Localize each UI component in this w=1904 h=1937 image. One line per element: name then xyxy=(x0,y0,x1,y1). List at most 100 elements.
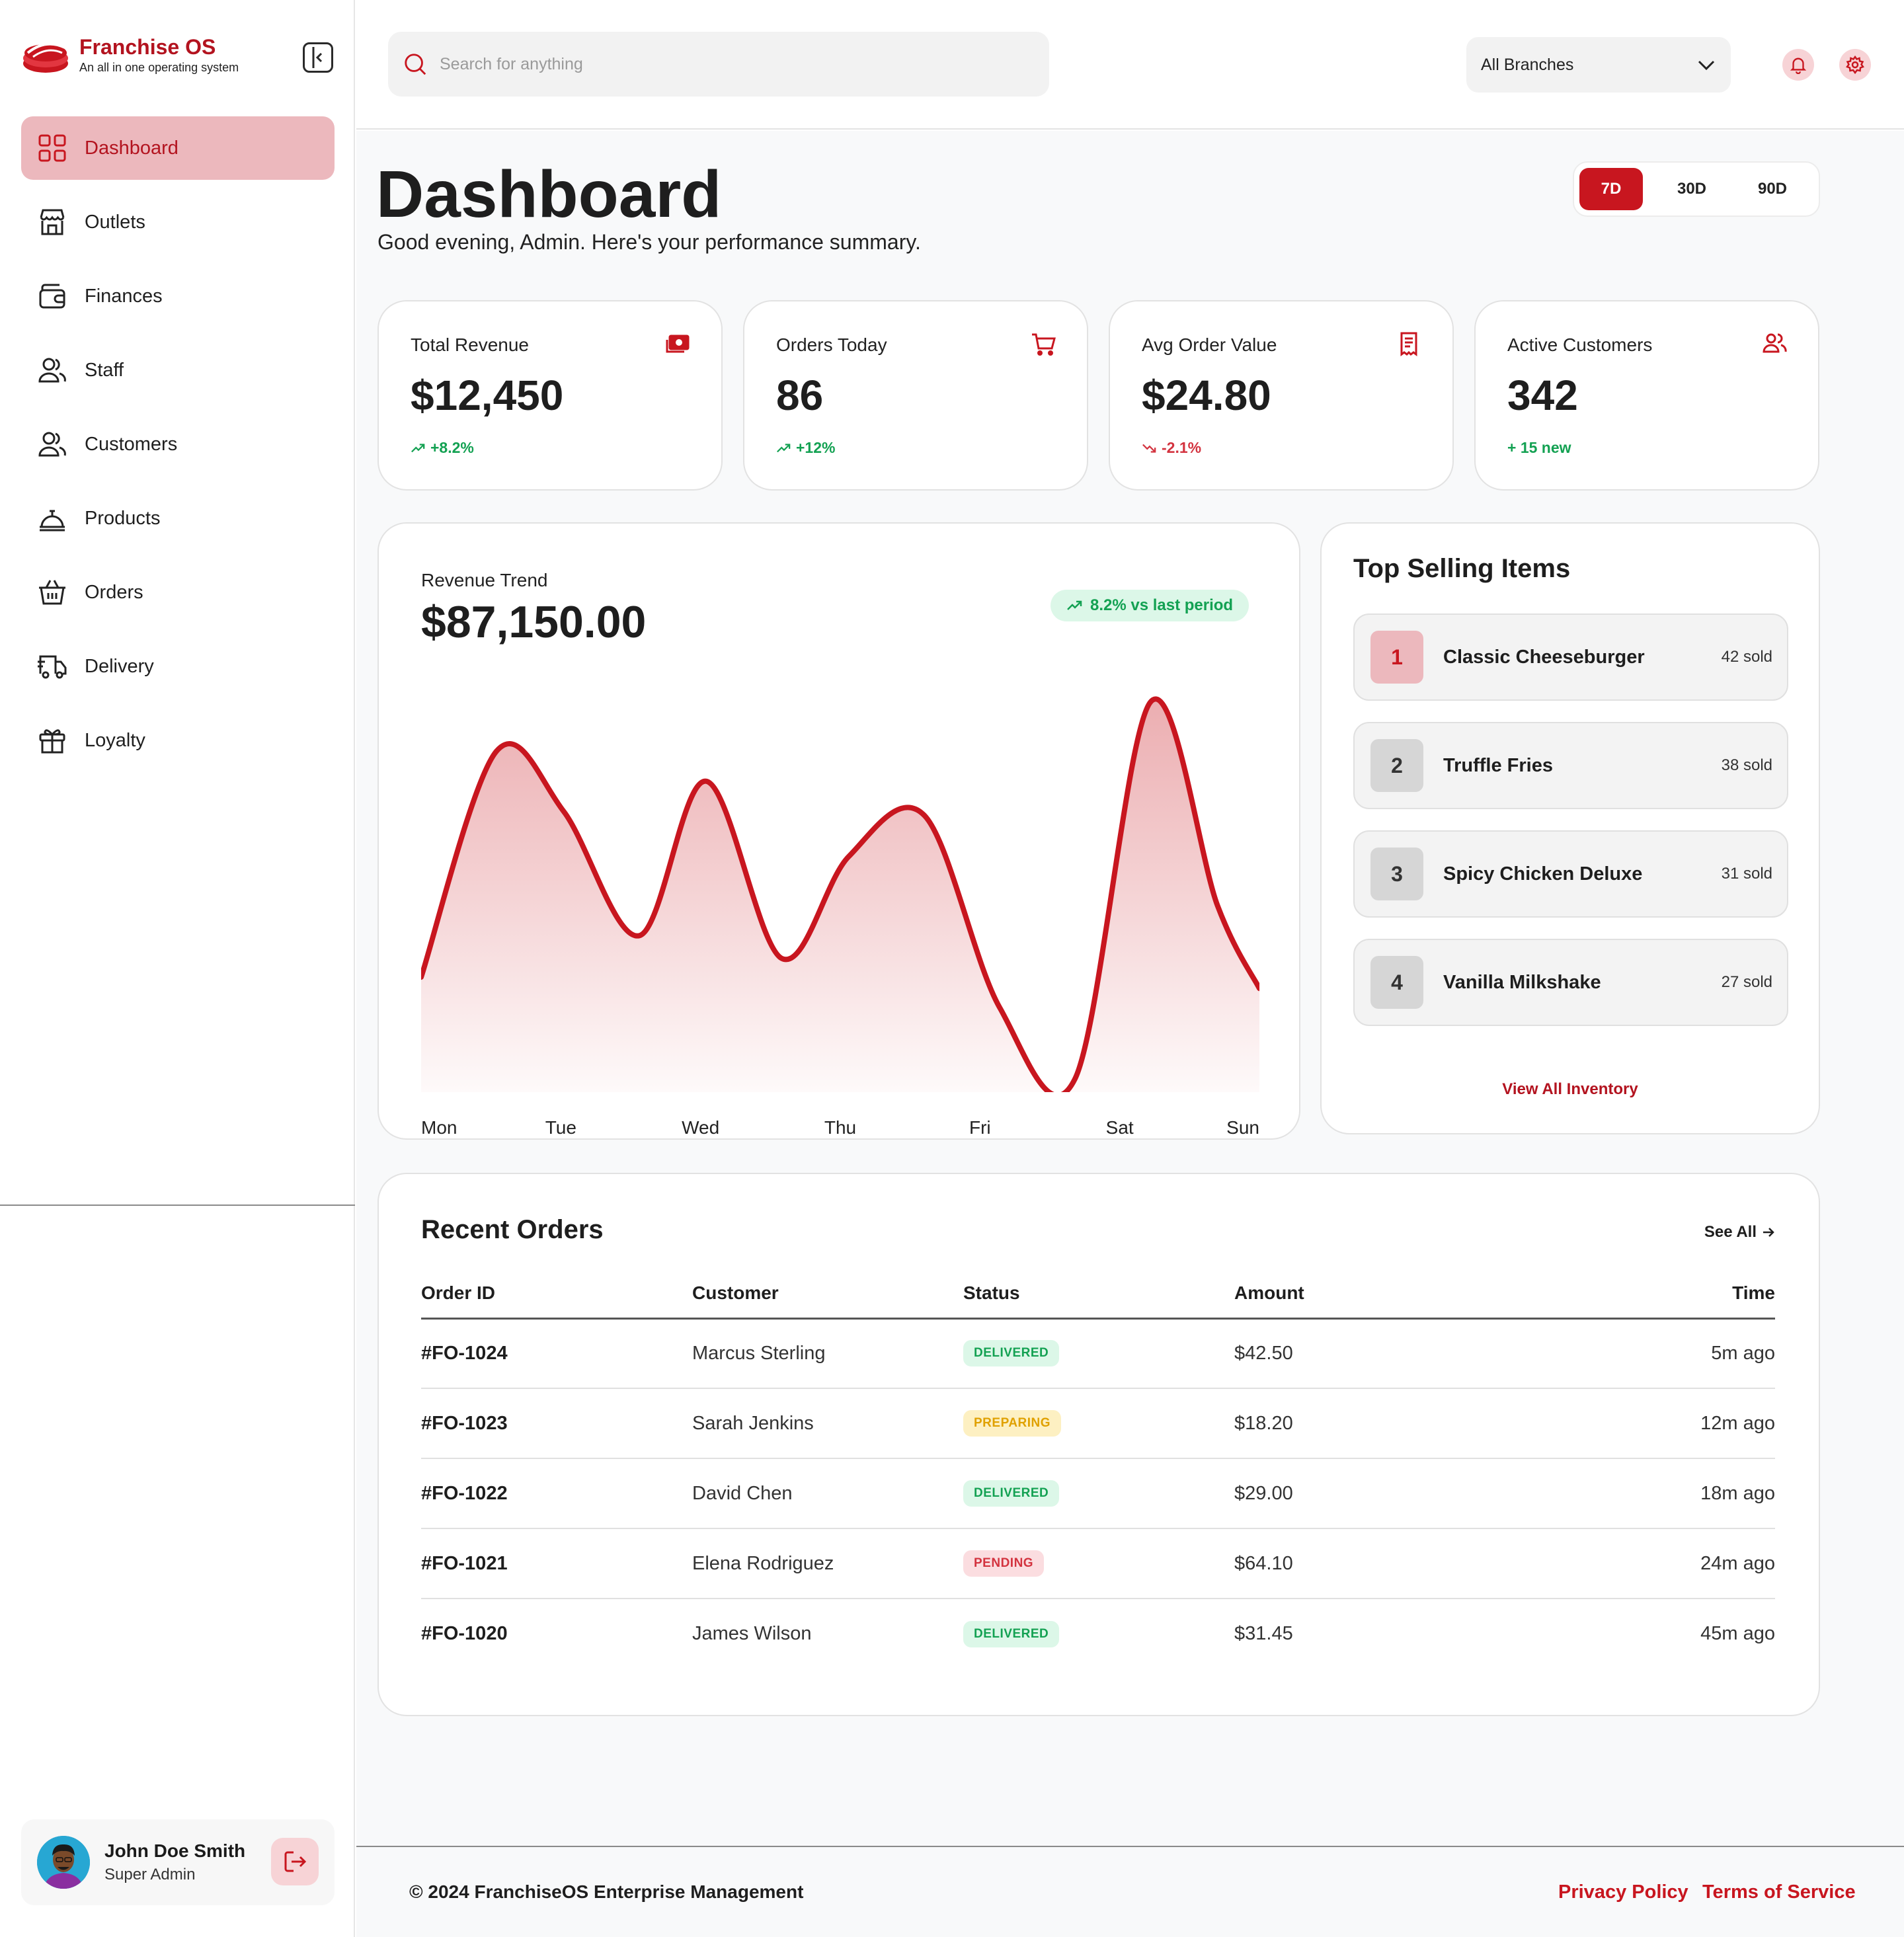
kpi-label: Total Revenue xyxy=(411,335,530,355)
top-item[interactable]: 2 Truffle Fries 38 sold xyxy=(1353,722,1788,809)
table-row[interactable]: #FO-1023 Sarah Jenkins PREPARING $18.20 … xyxy=(421,1388,1775,1459)
item-name: Vanilla Milkshake xyxy=(1443,971,1601,993)
sidebar-item-label: Delivery xyxy=(85,655,154,677)
item-sold: 42 sold xyxy=(1721,648,1772,666)
top-selling-card: Top Selling Items 1 Classic Cheeseburger… xyxy=(1320,522,1820,1134)
rank-badge: 4 xyxy=(1370,956,1423,1009)
table-row[interactable]: #FO-1020 James Wilson DELIVERED $31.45 4… xyxy=(421,1599,1775,1669)
order-amount: $29.00 xyxy=(1234,1458,1505,1529)
notifications-button[interactable] xyxy=(1782,49,1814,81)
chevron-down-icon xyxy=(1698,60,1715,71)
kpi-delta: + 15 new xyxy=(1507,439,1571,457)
order-status-cell: DELIVERED xyxy=(963,1458,1234,1529)
search-bar[interactable] xyxy=(388,32,1049,97)
table-row[interactable]: #FO-1024 Marcus Sterling DELIVERED $42.5… xyxy=(421,1318,1775,1389)
see-all-link[interactable]: See All xyxy=(1704,1223,1776,1242)
kpi-value: 342 xyxy=(1507,372,1578,419)
order-status-cell: PENDING xyxy=(963,1528,1234,1599)
order-id: #FO-1020 xyxy=(421,1623,508,1644)
sidebar-item-dashboard[interactable]: Dashboard xyxy=(21,116,335,180)
receipt-icon xyxy=(1400,332,1417,356)
kpi-delta: +12% xyxy=(776,439,835,457)
table-row[interactable]: #FO-1022 David Chen DELIVERED $29.00 18m… xyxy=(421,1458,1775,1529)
order-customer: Marcus Sterling xyxy=(692,1318,963,1389)
kpi-value: $24.80 xyxy=(1142,372,1271,419)
sidebar-item-label: Customers xyxy=(85,433,178,455)
footer-copyright: © 2024 FranchiseOS Enterprise Management xyxy=(409,1881,804,1902)
order-amount: $31.45 xyxy=(1234,1623,1293,1644)
status-badge: PENDING xyxy=(963,1550,1045,1577)
revenue-label: Revenue Trend xyxy=(421,570,548,590)
gift-icon xyxy=(36,724,69,757)
main-content: Dashboard Good evening, Admin. Here's yo… xyxy=(356,131,1904,1846)
order-id: #FO-1021 xyxy=(421,1528,692,1599)
x-tick-label: Wed xyxy=(682,1117,720,1138)
top-item[interactable]: 4 Vanilla Milkshake 27 sold xyxy=(1353,939,1788,1026)
brand[interactable]: Franchise OS An all in one operating sys… xyxy=(21,33,239,77)
top-item[interactable]: 3 Spicy Chicken Deluxe 31 sold xyxy=(1353,830,1788,918)
sidebar-item-label: Outlets xyxy=(85,211,145,233)
top-item[interactable]: 1 Classic Cheeseburger 42 sold xyxy=(1353,613,1788,701)
sidebar-item-products[interactable]: Products xyxy=(21,487,335,550)
status-badge: DELIVERED xyxy=(963,1620,1060,1647)
collapse-sidebar-button[interactable] xyxy=(303,42,333,73)
kpi-label: Orders Today xyxy=(776,335,887,355)
logout-button[interactable] xyxy=(271,1838,319,1885)
logout-icon xyxy=(284,1851,307,1872)
rank-badge: 1 xyxy=(1370,631,1423,684)
settings-button[interactable] xyxy=(1839,49,1871,81)
order-customer: Sarah Jenkins xyxy=(692,1388,963,1459)
range-tab-7d[interactable]: 7D xyxy=(1579,168,1643,210)
kpi-delta: -2.1% xyxy=(1142,439,1201,457)
x-tick-label: Fri xyxy=(969,1117,991,1138)
recent-orders-card: Recent Orders See All Order ID Customer … xyxy=(377,1173,1820,1716)
users-icon xyxy=(36,428,69,461)
order-status-cell: PREPARING xyxy=(963,1388,1234,1459)
sidebar-item-label: Products xyxy=(85,507,161,529)
range-tab-30d[interactable]: 30D xyxy=(1677,180,1707,198)
chevron-left-icon xyxy=(312,47,323,68)
column-header: Customer xyxy=(692,1269,963,1320)
order-customer: James Wilson xyxy=(692,1623,812,1644)
branch-select[interactable]: All Branches xyxy=(1466,37,1731,93)
column-header: Order ID xyxy=(421,1269,692,1320)
sidebar-item-orders[interactable]: Orders xyxy=(21,561,335,624)
terms-of-service-link[interactable]: Terms of Service xyxy=(1702,1881,1856,1903)
revenue-area-chart xyxy=(421,696,1259,1092)
branch-select-value: All Branches xyxy=(1481,55,1574,74)
store-icon xyxy=(36,206,69,239)
order-id: #FO-1022 xyxy=(421,1458,692,1529)
range-tab-90d[interactable]: 90D xyxy=(1757,180,1788,198)
table-header-row: Order ID Customer Status Amount Time xyxy=(421,1269,1775,1320)
rank-badge: 2 xyxy=(1370,739,1423,792)
order-amount: $64.10 xyxy=(1234,1528,1505,1599)
user-card[interactable]: John Doe Smith Super Admin xyxy=(21,1819,335,1905)
sidebar-item-delivery[interactable]: Delivery xyxy=(21,635,335,698)
revenue-value: $87,150.00 xyxy=(421,597,647,647)
revenue-trend-card: Revenue Trend $87,150.00 8.2% vs last pe… xyxy=(377,522,1300,1140)
view-all-inventory-link[interactable]: View All Inventory xyxy=(1502,1080,1638,1098)
kpi-delta: +8.2% xyxy=(411,439,474,457)
search-input[interactable] xyxy=(440,54,1021,74)
sidebar-item-finances[interactable]: Finances xyxy=(21,264,335,328)
sidebar-item-outlets[interactable]: Outlets xyxy=(21,190,335,254)
trending-up-icon xyxy=(777,443,791,452)
order-status-cell: DELIVERED xyxy=(963,1599,1234,1669)
sidebar-item-customers[interactable]: Customers xyxy=(21,413,335,476)
order-id: #FO-1023 xyxy=(421,1388,692,1459)
sidebar-item-label: Finances xyxy=(85,285,163,307)
column-header: Time xyxy=(1505,1269,1775,1320)
order-time: 12m ago xyxy=(1505,1388,1775,1459)
sidebar-item-label: Staff xyxy=(85,359,124,381)
x-tick-label: Sun xyxy=(1226,1117,1259,1138)
sidebar-item-loyalty[interactable]: Loyalty xyxy=(21,709,335,772)
privacy-policy-link[interactable]: Privacy Policy xyxy=(1558,1881,1688,1903)
revenue-area-fill xyxy=(421,699,1259,1092)
item-sold: 31 sold xyxy=(1721,865,1772,883)
sidebar-item-staff[interactable]: Staff xyxy=(21,338,335,402)
item-sold: 27 sold xyxy=(1721,973,1772,991)
table-row[interactable]: #FO-1021 Elena Rodriguez PENDING $64.10 … xyxy=(421,1528,1775,1599)
order-amount: $18.20 xyxy=(1234,1388,1505,1459)
x-tick-label: Mon xyxy=(421,1117,457,1138)
status-badge: DELIVERED xyxy=(963,1340,1060,1367)
